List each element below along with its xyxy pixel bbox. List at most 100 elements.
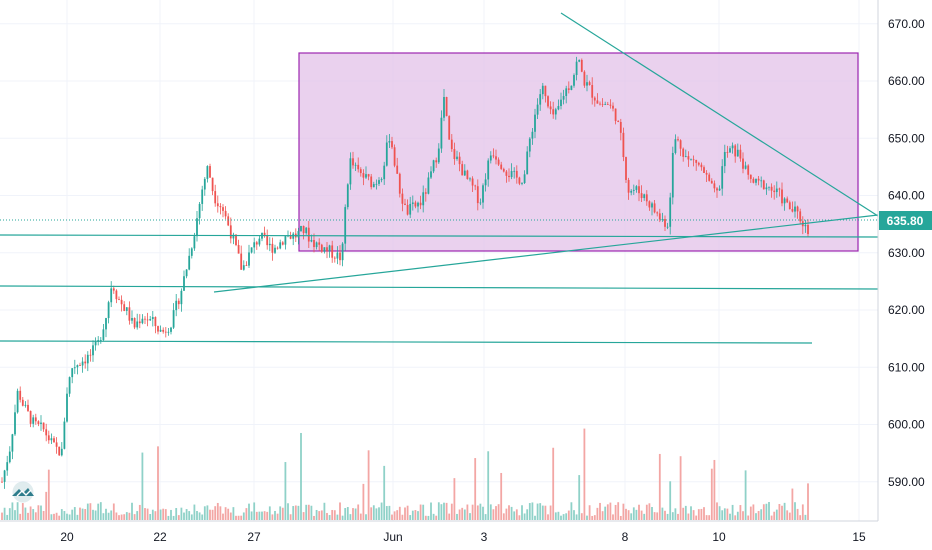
candle-body [601, 103, 604, 105]
candle-body [86, 354, 89, 364]
volume-bar [201, 514, 204, 520]
volume-bar [229, 512, 232, 520]
candle-body [8, 451, 11, 463]
volume-bar [586, 515, 588, 520]
volume-bar [726, 508, 729, 520]
candle-body [505, 171, 508, 176]
candle-body [180, 290, 183, 305]
volume-bar [635, 509, 638, 520]
candle-body [661, 219, 664, 220]
volume-bar [768, 502, 770, 520]
candle-body [492, 155, 495, 157]
candle-body [786, 198, 789, 203]
volume-bar [50, 514, 53, 520]
candle-body [63, 421, 66, 449]
candle-body [796, 206, 799, 212]
volume-bar [765, 503, 768, 520]
candle-body [508, 175, 510, 178]
volume-bar [167, 515, 170, 520]
candle-body [263, 232, 266, 237]
candle-body [443, 97, 445, 118]
candle-body [71, 368, 74, 378]
candle-body [404, 203, 406, 205]
consolidation-box[interactable] [298, 52, 859, 252]
volume-bar [27, 512, 29, 520]
candle-body [716, 188, 718, 191]
candle-body [190, 248, 193, 256]
volume-bar [544, 505, 547, 520]
candle-body [326, 247, 328, 252]
candle-body [565, 88, 568, 97]
candle-body [313, 239, 315, 248]
candle-body [21, 399, 24, 406]
volume-bar [424, 515, 427, 520]
volume-bar [539, 503, 542, 520]
volume-bar [1, 512, 3, 520]
candle-body [235, 234, 237, 246]
candle-body [690, 159, 692, 161]
volume-bar [162, 508, 165, 520]
candle-body [396, 165, 399, 174]
volume-bar [775, 509, 778, 520]
volume-bar [450, 503, 453, 520]
candle-body [229, 225, 232, 239]
volume-bar [185, 509, 188, 520]
volume-bar [354, 508, 357, 520]
candle-body [349, 158, 352, 185]
candle-body [164, 331, 167, 333]
candle-body [107, 302, 110, 319]
volume-bar [255, 511, 258, 520]
candle-body [357, 164, 360, 170]
candle-body [768, 186, 770, 188]
volume-bar [79, 507, 81, 520]
candle-body [144, 318, 146, 320]
candle-body [372, 184, 375, 188]
volume-bar [276, 513, 279, 520]
volume-bar [97, 503, 100, 520]
volume-bar [788, 512, 791, 520]
volume-bar [47, 469, 50, 520]
candle-body [216, 203, 219, 207]
volume-bar [684, 505, 687, 520]
trendlines[interactable] [0, 12, 879, 344]
candle-body [1, 481, 3, 483]
volume-bar [471, 504, 474, 520]
tradingview-logo-icon[interactable] [6, 481, 40, 503]
candle-body [92, 345, 94, 356]
candle-body [276, 247, 279, 249]
volume-bar [63, 511, 66, 520]
volume-bar [591, 515, 594, 520]
volume-bar [196, 510, 198, 520]
candle-body [622, 132, 625, 158]
volume-bar [593, 515, 596, 520]
x-tick-label: 20 [60, 530, 74, 544]
candle-body [437, 148, 440, 163]
candle-body [461, 164, 464, 176]
candle-body [734, 145, 737, 157]
volume-bar [344, 508, 347, 520]
volume-bar [84, 509, 87, 520]
volume-bar [53, 513, 55, 520]
candle-body [14, 412, 16, 435]
volume-bar [323, 502, 326, 520]
candle-body [138, 321, 141, 324]
volume-bar [708, 515, 711, 520]
candle-body [118, 299, 120, 300]
volume-bars [1, 428, 809, 520]
candle-body [697, 162, 700, 165]
volume-bar [508, 505, 510, 520]
candle-body [474, 185, 477, 187]
price-axis[interactable]: 590.00 600.00 610.00 620.00 630.00 640.00 650.… [888, 17, 925, 489]
volume-bar [279, 506, 282, 520]
volume-bar [313, 515, 315, 520]
candle-body [718, 188, 721, 191]
y-tick-label: 630.00 [888, 246, 925, 260]
time-axis[interactable]: 20 22 27 Jun 3 8 10 15 [60, 530, 866, 544]
volume-bar [466, 504, 469, 520]
candle-body [227, 216, 230, 226]
volume-bar [479, 503, 482, 520]
volume-bar [42, 510, 45, 520]
volume-bar [703, 507, 705, 520]
volume-bar [596, 507, 599, 520]
